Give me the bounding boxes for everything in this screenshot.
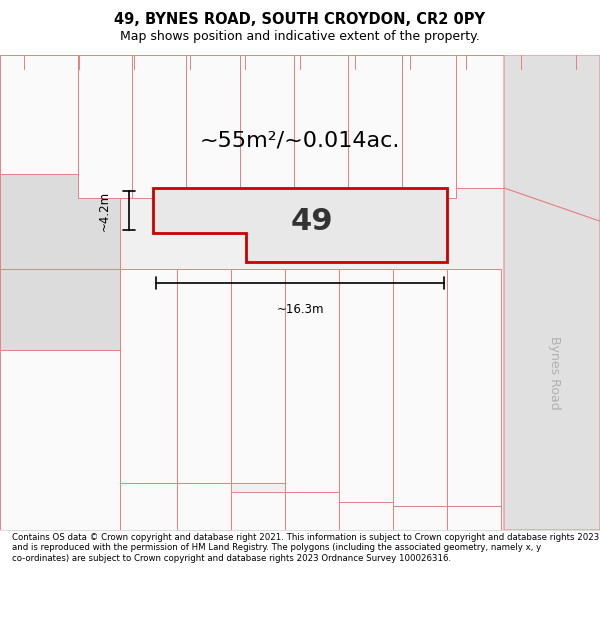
Polygon shape [177, 269, 231, 482]
Polygon shape [0, 174, 120, 269]
Polygon shape [339, 501, 393, 530]
Polygon shape [0, 269, 120, 349]
Polygon shape [231, 269, 285, 482]
Text: Contains OS data © Crown copyright and database right 2021. This information is : Contains OS data © Crown copyright and d… [12, 533, 599, 562]
Polygon shape [447, 506, 501, 530]
Text: 49, BYNES ROAD, SOUTH CROYDON, CR2 0PY: 49, BYNES ROAD, SOUTH CROYDON, CR2 0PY [115, 12, 485, 27]
Text: 49: 49 [290, 207, 334, 236]
Polygon shape [447, 269, 501, 506]
Polygon shape [402, 55, 456, 198]
Polygon shape [285, 269, 339, 492]
Polygon shape [504, 188, 600, 530]
Polygon shape [231, 492, 285, 530]
Polygon shape [186, 55, 240, 198]
Text: ~4.2m: ~4.2m [97, 191, 110, 231]
Polygon shape [177, 482, 231, 530]
Polygon shape [285, 492, 339, 530]
Polygon shape [348, 55, 402, 198]
Polygon shape [0, 349, 120, 530]
Polygon shape [153, 188, 447, 262]
Polygon shape [78, 55, 132, 198]
Polygon shape [132, 55, 186, 198]
Polygon shape [339, 269, 393, 501]
Polygon shape [456, 55, 504, 188]
Text: Map shows position and indicative extent of the property.: Map shows position and indicative extent… [120, 30, 480, 43]
Text: Bynes Road: Bynes Road [548, 336, 562, 410]
Polygon shape [120, 482, 177, 530]
Text: ~55m²/~0.014ac.: ~55m²/~0.014ac. [200, 131, 400, 151]
Polygon shape [0, 55, 600, 530]
Polygon shape [0, 55, 78, 174]
Polygon shape [504, 55, 600, 221]
Polygon shape [120, 269, 177, 482]
Text: ~16.3m: ~16.3m [276, 302, 324, 316]
Polygon shape [294, 55, 348, 198]
Polygon shape [240, 55, 294, 198]
Polygon shape [393, 506, 447, 530]
Polygon shape [393, 269, 447, 506]
